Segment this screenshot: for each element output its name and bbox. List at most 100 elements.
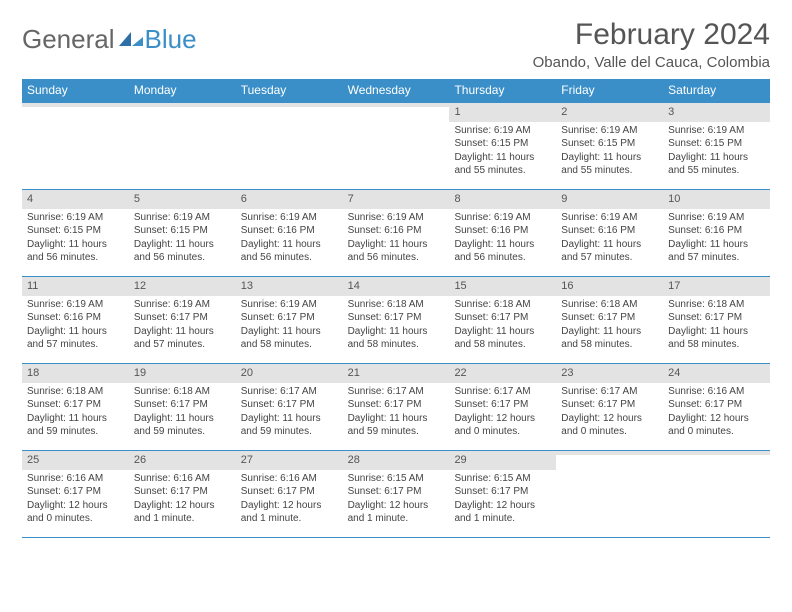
sunrise-text: Sunrise: 6:16 AM	[134, 472, 231, 486]
daylight-text: Daylight: 11 hours and 57 minutes.	[27, 325, 124, 352]
daylight-text: Daylight: 12 hours and 1 minute.	[454, 499, 551, 526]
calendar-body: 1Sunrise: 6:19 AMSunset: 6:15 PMDaylight…	[22, 103, 770, 538]
day-number: 19	[129, 364, 236, 383]
daylight-text: Daylight: 11 hours and 56 minutes.	[27, 238, 124, 265]
day-details: Sunrise: 6:19 AMSunset: 6:16 PMDaylight:…	[22, 296, 129, 356]
day-number: 8	[449, 190, 556, 209]
calendar-cell: 22Sunrise: 6:17 AMSunset: 6:17 PMDayligh…	[449, 364, 556, 450]
daylight-text: Daylight: 11 hours and 55 minutes.	[668, 151, 765, 178]
day-number: 1	[449, 103, 556, 122]
sunrise-text: Sunrise: 6:17 AM	[561, 385, 658, 399]
sunset-text: Sunset: 6:17 PM	[348, 485, 445, 499]
day-number: 23	[556, 364, 663, 383]
sunrise-text: Sunrise: 6:16 AM	[668, 385, 765, 399]
calendar-cell: 24Sunrise: 6:16 AMSunset: 6:17 PMDayligh…	[663, 364, 770, 450]
sunrise-text: Sunrise: 6:15 AM	[348, 472, 445, 486]
calendar-cell: 6Sunrise: 6:19 AMSunset: 6:16 PMDaylight…	[236, 190, 343, 276]
sunset-text: Sunset: 6:17 PM	[454, 311, 551, 325]
daylight-text: Daylight: 11 hours and 59 minutes.	[241, 412, 338, 439]
sunrise-text: Sunrise: 6:16 AM	[27, 472, 124, 486]
daylight-text: Daylight: 11 hours and 57 minutes.	[668, 238, 765, 265]
logo: General Blue	[22, 18, 197, 55]
sunrise-text: Sunrise: 6:19 AM	[454, 211, 551, 225]
day-number: 2	[556, 103, 663, 122]
day-number: 12	[129, 277, 236, 296]
calendar-cell	[556, 451, 663, 537]
day-details: Sunrise: 6:19 AMSunset: 6:17 PMDaylight:…	[236, 296, 343, 356]
sunset-text: Sunset: 6:17 PM	[134, 311, 231, 325]
sunset-text: Sunset: 6:15 PM	[27, 224, 124, 238]
daylight-text: Daylight: 11 hours and 58 minutes.	[241, 325, 338, 352]
day-details: Sunrise: 6:15 AMSunset: 6:17 PMDaylight:…	[449, 470, 556, 530]
calendar-cell: 8Sunrise: 6:19 AMSunset: 6:16 PMDaylight…	[449, 190, 556, 276]
day-number: 7	[343, 190, 450, 209]
daylight-text: Daylight: 11 hours and 58 minutes.	[454, 325, 551, 352]
dow-saturday: Saturday	[663, 79, 770, 103]
day-details: Sunrise: 6:17 AMSunset: 6:17 PMDaylight:…	[556, 383, 663, 443]
day-details: Sunrise: 6:19 AMSunset: 6:16 PMDaylight:…	[556, 209, 663, 269]
day-details: Sunrise: 6:19 AMSunset: 6:16 PMDaylight:…	[236, 209, 343, 269]
day-number: 28	[343, 451, 450, 470]
sunset-text: Sunset: 6:17 PM	[561, 398, 658, 412]
sunrise-text: Sunrise: 6:19 AM	[668, 124, 765, 138]
calendar-week: 4Sunrise: 6:19 AMSunset: 6:15 PMDaylight…	[22, 190, 770, 277]
day-number: 9	[556, 190, 663, 209]
calendar-cell: 27Sunrise: 6:16 AMSunset: 6:17 PMDayligh…	[236, 451, 343, 537]
day-number: 10	[663, 190, 770, 209]
calendar-cell: 16Sunrise: 6:18 AMSunset: 6:17 PMDayligh…	[556, 277, 663, 363]
sunrise-text: Sunrise: 6:19 AM	[27, 298, 124, 312]
dow-monday: Monday	[129, 79, 236, 103]
sunrise-text: Sunrise: 6:17 AM	[241, 385, 338, 399]
sunrise-text: Sunrise: 6:18 AM	[348, 298, 445, 312]
daylight-text: Daylight: 11 hours and 58 minutes.	[668, 325, 765, 352]
calendar-cell: 1Sunrise: 6:19 AMSunset: 6:15 PMDaylight…	[449, 103, 556, 189]
sunset-text: Sunset: 6:17 PM	[27, 398, 124, 412]
sunset-text: Sunset: 6:16 PM	[454, 224, 551, 238]
day-number	[129, 103, 236, 107]
sunset-text: Sunset: 6:17 PM	[241, 398, 338, 412]
sunrise-text: Sunrise: 6:19 AM	[134, 211, 231, 225]
day-details: Sunrise: 6:17 AMSunset: 6:17 PMDaylight:…	[236, 383, 343, 443]
daylight-text: Daylight: 11 hours and 55 minutes.	[561, 151, 658, 178]
calendar-cell: 14Sunrise: 6:18 AMSunset: 6:17 PMDayligh…	[343, 277, 450, 363]
day-details: Sunrise: 6:19 AMSunset: 6:15 PMDaylight:…	[663, 122, 770, 182]
sunrise-text: Sunrise: 6:19 AM	[348, 211, 445, 225]
day-number: 11	[22, 277, 129, 296]
sunset-text: Sunset: 6:16 PM	[668, 224, 765, 238]
day-details: Sunrise: 6:19 AMSunset: 6:16 PMDaylight:…	[343, 209, 450, 269]
calendar-cell: 18Sunrise: 6:18 AMSunset: 6:17 PMDayligh…	[22, 364, 129, 450]
day-number: 21	[343, 364, 450, 383]
day-number: 16	[556, 277, 663, 296]
calendar-cell: 20Sunrise: 6:17 AMSunset: 6:17 PMDayligh…	[236, 364, 343, 450]
sunset-text: Sunset: 6:17 PM	[348, 311, 445, 325]
daylight-text: Daylight: 11 hours and 58 minutes.	[561, 325, 658, 352]
day-number	[236, 103, 343, 107]
calendar-cell: 4Sunrise: 6:19 AMSunset: 6:15 PMDaylight…	[22, 190, 129, 276]
sunset-text: Sunset: 6:16 PM	[27, 311, 124, 325]
day-details: Sunrise: 6:19 AMSunset: 6:16 PMDaylight:…	[663, 209, 770, 269]
calendar-cell: 9Sunrise: 6:19 AMSunset: 6:16 PMDaylight…	[556, 190, 663, 276]
calendar-week: 18Sunrise: 6:18 AMSunset: 6:17 PMDayligh…	[22, 364, 770, 451]
day-details: Sunrise: 6:19 AMSunset: 6:15 PMDaylight:…	[556, 122, 663, 182]
title-block: February 2024 Obando, Valle del Cauca, C…	[533, 18, 770, 71]
dow-wednesday: Wednesday	[343, 79, 450, 103]
day-details: Sunrise: 6:18 AMSunset: 6:17 PMDaylight:…	[449, 296, 556, 356]
day-details: Sunrise: 6:19 AMSunset: 6:15 PMDaylight:…	[449, 122, 556, 182]
day-of-week-header: Sunday Monday Tuesday Wednesday Thursday…	[22, 79, 770, 103]
day-details: Sunrise: 6:15 AMSunset: 6:17 PMDaylight:…	[343, 470, 450, 530]
sunrise-text: Sunrise: 6:19 AM	[241, 211, 338, 225]
sunset-text: Sunset: 6:17 PM	[561, 311, 658, 325]
sunset-text: Sunset: 6:17 PM	[454, 398, 551, 412]
calendar-cell: 5Sunrise: 6:19 AMSunset: 6:15 PMDaylight…	[129, 190, 236, 276]
sunrise-text: Sunrise: 6:19 AM	[561, 124, 658, 138]
day-number: 18	[22, 364, 129, 383]
day-number: 29	[449, 451, 556, 470]
day-details: Sunrise: 6:18 AMSunset: 6:17 PMDaylight:…	[343, 296, 450, 356]
logo-text-a: General	[22, 24, 115, 55]
day-details: Sunrise: 6:18 AMSunset: 6:17 PMDaylight:…	[22, 383, 129, 443]
day-number: 26	[129, 451, 236, 470]
day-details: Sunrise: 6:18 AMSunset: 6:17 PMDaylight:…	[556, 296, 663, 356]
daylight-text: Daylight: 11 hours and 57 minutes.	[561, 238, 658, 265]
sunset-text: Sunset: 6:15 PM	[134, 224, 231, 238]
day-number: 3	[663, 103, 770, 122]
